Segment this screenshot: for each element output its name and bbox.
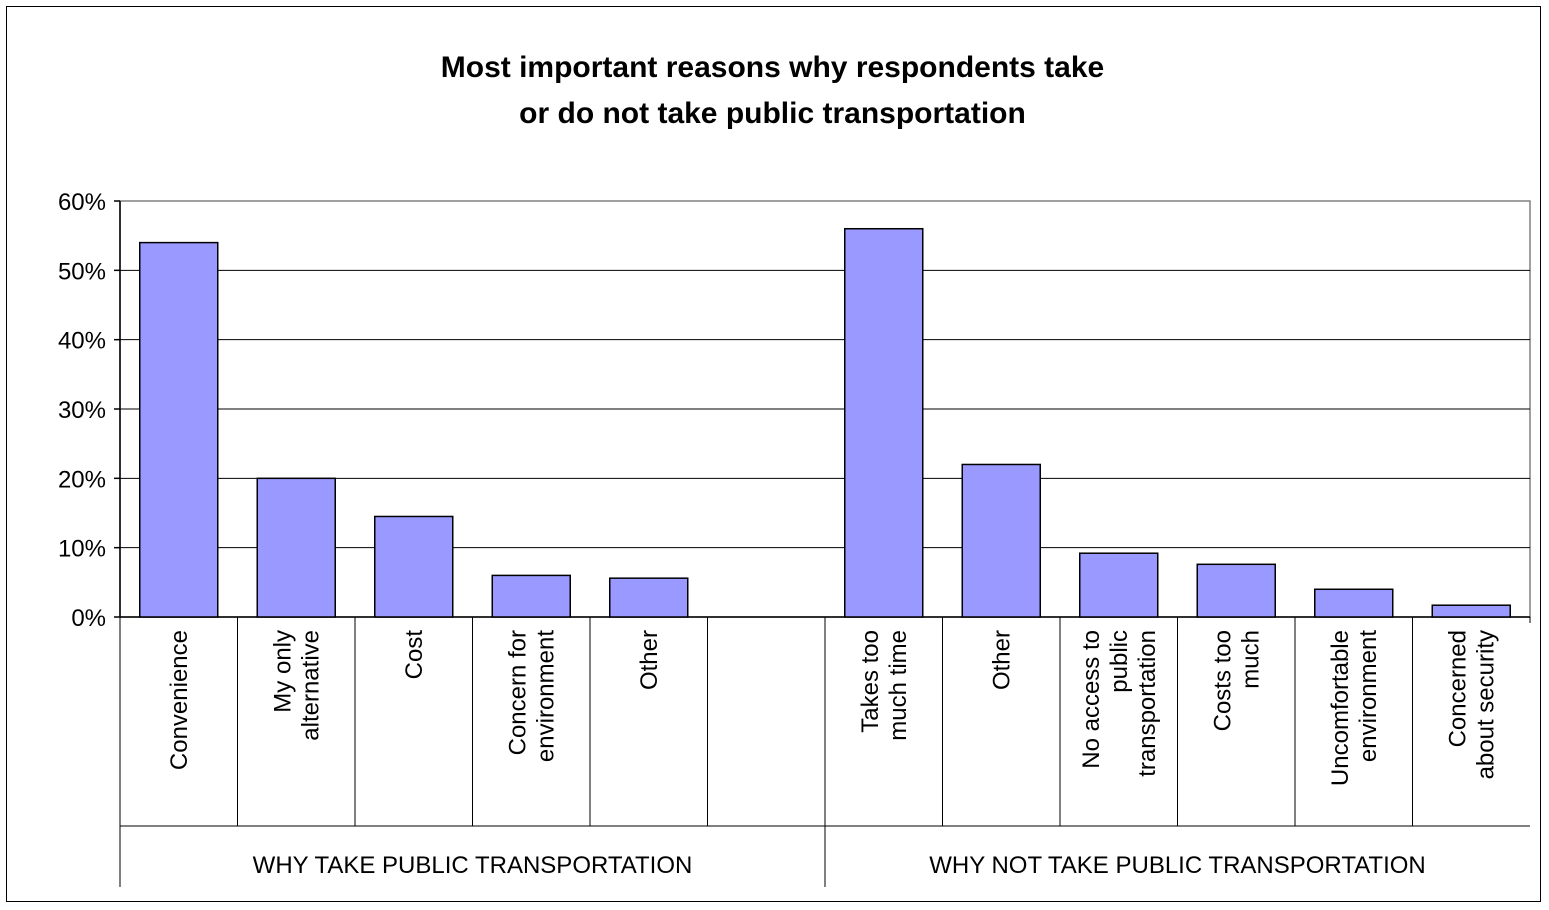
bar — [609, 577, 689, 618]
category-label: public — [1106, 630, 1133, 693]
y-tick-label: 20% — [58, 466, 106, 493]
category-label: Costs too — [1209, 630, 1236, 731]
chart-title-line-1: Most important reasons why respondents t… — [440, 51, 1105, 84]
category-label: alternative — [297, 630, 324, 741]
y-tick-label: 50% — [58, 258, 106, 285]
y-tick-label: 0% — [71, 605, 106, 632]
category-label: Uncomfortable — [1327, 630, 1354, 786]
category-label: Other — [988, 630, 1015, 690]
category-label: much time — [885, 630, 912, 741]
category-label: much — [1237, 630, 1264, 689]
y-tick-label: 30% — [58, 397, 106, 424]
category-label: Concern for — [504, 630, 531, 755]
category-label: environment — [1355, 630, 1382, 762]
bar — [491, 574, 571, 618]
bar — [139, 241, 219, 618]
group-label: WHY TAKE PUBLIC TRANSPORTATION — [253, 852, 693, 879]
y-tick-label: 40% — [58, 328, 106, 355]
category-label: Convenience — [166, 630, 193, 770]
bar — [961, 463, 1041, 618]
category-label: transportation — [1134, 630, 1161, 777]
bar — [1196, 563, 1276, 618]
chart-title: Most important reasons why respondents t… — [7, 45, 1538, 137]
y-tick-label: 10% — [58, 536, 106, 563]
y-tick-label: 60% — [58, 189, 106, 216]
category-label: My only — [269, 630, 296, 713]
category-label: Takes too — [857, 630, 884, 733]
category-label: Concerned — [1444, 630, 1471, 747]
chart-title-line-2: or do not take public transportation — [519, 97, 1026, 130]
category-label: No access to — [1078, 630, 1105, 769]
category-label: Cost — [401, 630, 428, 680]
bar — [844, 227, 924, 618]
category-label: about security — [1472, 630, 1499, 779]
bar — [374, 515, 454, 618]
bar — [256, 477, 336, 618]
group-label: WHY NOT TAKE PUBLIC TRANSPORTATION — [929, 852, 1426, 879]
bar — [1314, 588, 1394, 618]
category-label: Other — [636, 630, 663, 690]
bar — [1079, 552, 1159, 618]
category-label: environment — [532, 630, 559, 762]
bar — [1431, 604, 1511, 618]
